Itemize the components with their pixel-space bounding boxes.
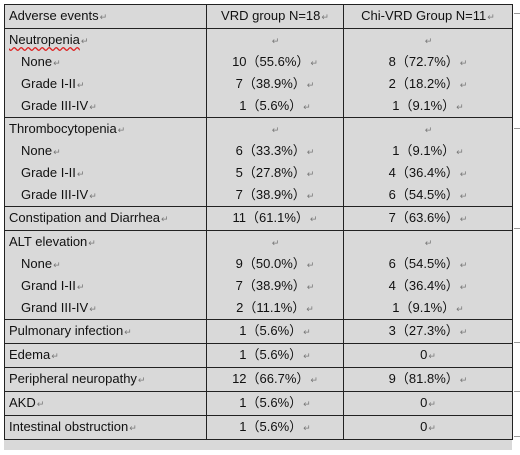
row-end-marker: [514, 391, 520, 392]
chi-vrd-value-cell: 0↵: [343, 391, 513, 416]
row-label-cell: Pulmonary infection↵: [4, 319, 207, 344]
chi-vrd-value-cell: ↵ 6（54.5%）↵ 4（36.4%）↵ 1（9.1%）↵: [343, 230, 513, 320]
row-label-cell: ALT elevation↵ None↵ Grand I-II↵ Grand I…: [4, 230, 207, 320]
chi-vrd-value-cell: ↵ 8（72.7%）↵ 2（18.2%）↵ 1（9.1%）↵: [343, 28, 513, 118]
row-label-cell: Intestinal obstruction↵: [4, 415, 207, 440]
header-cell: Adverse events↵: [4, 4, 207, 29]
vrd-value-cell: 1（5.6%）↵: [206, 391, 344, 416]
table-row: Intestinal obstruction↵ 1（5.6%）↵ 0↵: [4, 415, 513, 440]
table-row: Thrombocytopenia↵ None↵ Grade I-II↵ Grad…: [4, 117, 513, 207]
row-label-cell: Constipation and Diarrhea↵: [4, 206, 207, 231]
chi-vrd-value-cell: 0↵: [343, 415, 513, 440]
table-row: Neutropenia↵ None↵ Grade I-II↵ Grade III…: [4, 28, 513, 118]
table-row: ALT elevation↵ None↵ Grand I-II↵ Grand I…: [4, 230, 513, 320]
row-end-marker: [514, 342, 520, 343]
chi-vrd-value-cell: 9（81.8%）↵: [343, 367, 513, 392]
table-row: Pulmonary infection↵ 1（5.6%）↵ 3（27.3%）↵: [4, 319, 513, 344]
table-header-row: Adverse events↵ VRD group N=18↵ Chi-VRD …: [4, 4, 513, 29]
row-label-cell: Peripheral neuropathy↵: [4, 367, 207, 392]
row-label-cell: Neutropenia↵ None↵ Grade I-II↵ Grade III…: [4, 28, 207, 118]
row-end-marker: [514, 128, 520, 129]
chi-vrd-value-cell: ↵ 1（9.1%）↵ 4（36.4%）↵ 6（54.5%）↵: [343, 117, 513, 207]
adverse-events-table-sheet: Adverse events↵ VRD group N=18↵ Chi-VRD …: [4, 4, 513, 450]
chi-vrd-value-cell: 0↵: [343, 343, 513, 368]
vrd-value-cell: 12（66.7%）↵: [206, 367, 344, 392]
vrd-value-cell: ↵ 6（33.3%）↵ 5（27.8%）↵ 7（38.9%）↵: [206, 117, 344, 207]
row-end-marker: [514, 436, 520, 437]
vrd-value-cell: 11（61.1%）↵: [206, 206, 344, 231]
row-end-marker: [514, 228, 520, 229]
header-cell: VRD group N=18↵: [206, 4, 344, 29]
adverse-events-table: Adverse events↵ VRD group N=18↵ Chi-VRD …: [4, 4, 513, 440]
vrd-value-cell: ↵ 9（50.0%）↵ 7（38.9%）↵ 2（11.1%）↵: [206, 230, 344, 320]
row-end-marker: [514, 13, 520, 14]
table-row: AKD↵ 1（5.6%）↵ 0↵: [4, 391, 513, 416]
header-cell: Chi-VRD Group N=11↵: [343, 4, 513, 29]
row-label-cell: AKD↵: [4, 391, 207, 416]
vrd-value-cell: 1（5.6%）↵: [206, 415, 344, 440]
table-row: Peripheral neuropathy↵ 12（66.7%）↵ 9（81.8…: [4, 367, 513, 392]
chi-vrd-value-cell: 3（27.3%）↵: [343, 319, 513, 344]
vrd-value-cell: 1（5.6%）↵: [206, 319, 344, 344]
table-row: Edema↵ 1（5.6%）↵ 0↵: [4, 343, 513, 368]
row-label-cell: Edema↵: [4, 343, 207, 368]
vrd-value-cell: 1（5.6%）↵: [206, 343, 344, 368]
vrd-value-cell: ↵ 10（55.6%）↵ 7（38.9%）↵ 1（5.6%）↵: [206, 28, 344, 118]
row-label-cell: Thrombocytopenia↵ None↵ Grade I-II↵ Grad…: [4, 117, 207, 207]
table-row: Constipation and Diarrhea↵ 11（61.1%）↵ 7（…: [4, 206, 513, 231]
chi-vrd-value-cell: 7（63.6%）↵: [343, 206, 513, 231]
